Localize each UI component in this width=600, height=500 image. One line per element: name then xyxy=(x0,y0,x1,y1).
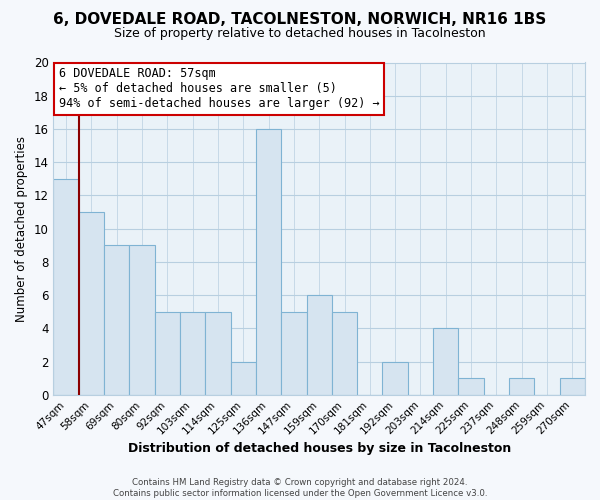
Bar xyxy=(509,378,535,394)
Bar xyxy=(433,328,458,394)
Text: 6 DOVEDALE ROAD: 57sqm
← 5% of detached houses are smaller (5)
94% of semi-detac: 6 DOVEDALE ROAD: 57sqm ← 5% of detached … xyxy=(59,68,379,110)
Bar xyxy=(155,312,180,394)
Bar xyxy=(560,378,585,394)
Text: Size of property relative to detached houses in Tacolneston: Size of property relative to detached ho… xyxy=(114,28,486,40)
Bar xyxy=(130,245,155,394)
Bar xyxy=(256,129,281,394)
Bar xyxy=(104,245,130,394)
X-axis label: Distribution of detached houses by size in Tacolneston: Distribution of detached houses by size … xyxy=(128,442,511,455)
Bar xyxy=(382,362,408,394)
Bar xyxy=(205,312,230,394)
Bar xyxy=(307,295,332,394)
Bar xyxy=(79,212,104,394)
Bar xyxy=(281,312,307,394)
Bar xyxy=(458,378,484,394)
Bar xyxy=(53,179,79,394)
Bar xyxy=(180,312,205,394)
Bar xyxy=(230,362,256,394)
Bar xyxy=(332,312,357,394)
Text: 6, DOVEDALE ROAD, TACOLNESTON, NORWICH, NR16 1BS: 6, DOVEDALE ROAD, TACOLNESTON, NORWICH, … xyxy=(53,12,547,28)
Text: Contains HM Land Registry data © Crown copyright and database right 2024.
Contai: Contains HM Land Registry data © Crown c… xyxy=(113,478,487,498)
Y-axis label: Number of detached properties: Number of detached properties xyxy=(15,136,28,322)
